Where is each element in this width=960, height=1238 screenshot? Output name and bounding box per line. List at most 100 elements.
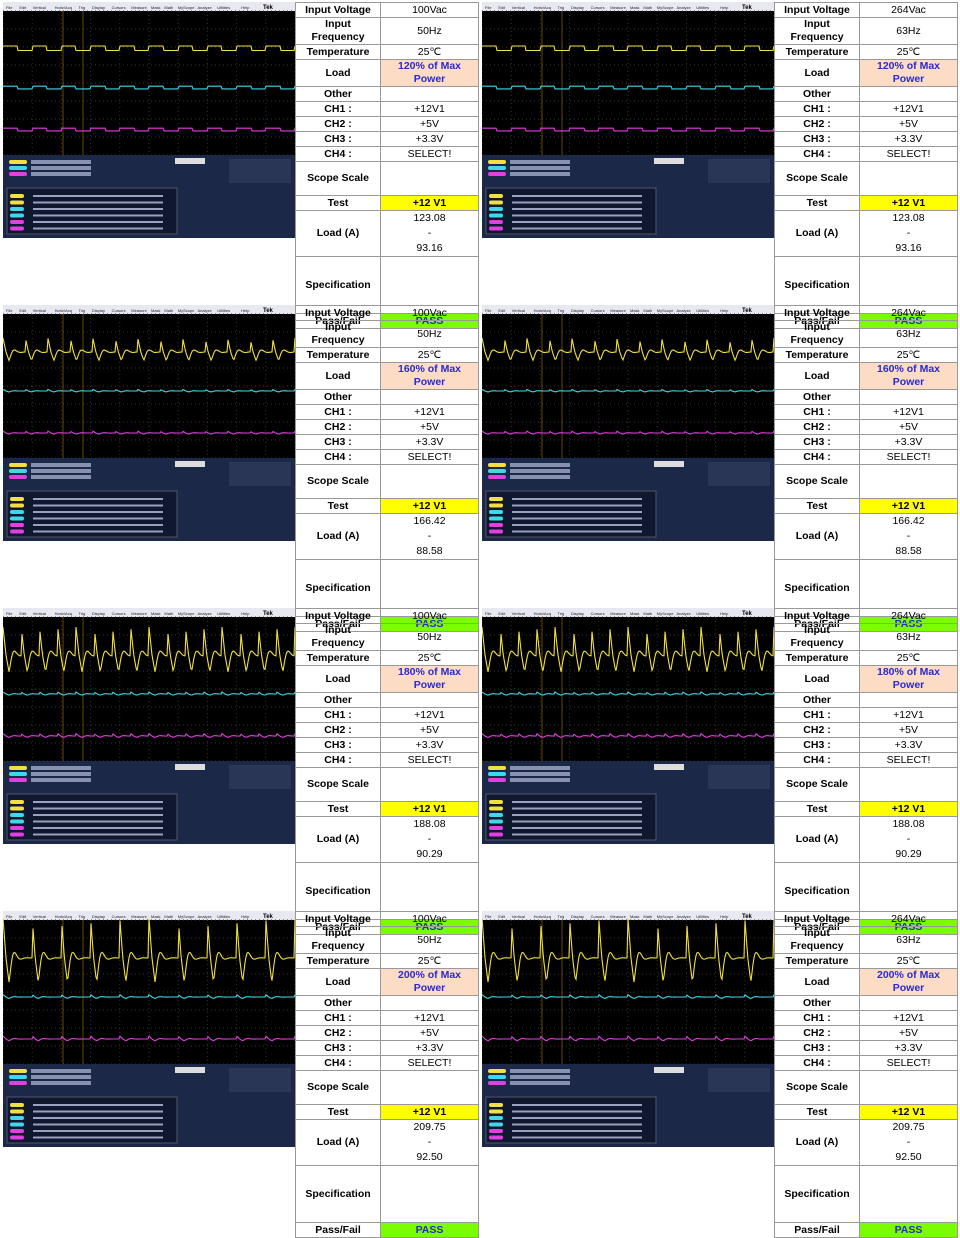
menu-item: File: [485, 5, 492, 10]
measure-table: [485, 793, 657, 841]
menu-item: Help: [720, 308, 729, 313]
info-strip: [31, 778, 91, 782]
waveform: [3, 45, 295, 52]
row-value: 63Hz: [859, 17, 958, 45]
row-value: [380, 464, 479, 499]
table-row: Input Frequency 63Hz: [774, 17, 958, 45]
row-label: Temperature: [295, 347, 381, 363]
waveform: [482, 993, 774, 999]
meas-badge: [489, 1129, 503, 1133]
row-value: +5V: [859, 1025, 958, 1041]
table-row: CH1 : +12V1: [774, 1010, 958, 1026]
timebase-box: [708, 765, 770, 789]
channel-badge: [9, 475, 27, 479]
spec-table: Input Voltage 264Vac Input Frequency 63Hz Te…: [774, 911, 958, 1238]
menu-item: Utilities: [217, 914, 230, 919]
info-strip: [510, 172, 570, 176]
table-row: CH2 : +5V: [295, 116, 479, 132]
row-value: SELECT!: [859, 146, 958, 162]
menu-item: Help: [720, 914, 729, 919]
table-row: Temperature 25℃: [774, 44, 958, 60]
row-value: [859, 86, 958, 102]
row-label: Specification: [295, 1165, 381, 1223]
menu-item: Measure: [131, 611, 147, 616]
menu-item: Math: [643, 5, 652, 10]
menu-item: Horiz/Acq: [534, 611, 551, 616]
table-row: Input Voltage 264Vac: [774, 911, 958, 927]
menu-item: Measure: [131, 308, 147, 313]
table-row: Load (A) 188.08 - 90.29: [774, 816, 958, 863]
menu-bar: [482, 2, 774, 11]
row-label: Specification: [774, 1165, 860, 1223]
row-value: PASS: [380, 1222, 479, 1238]
meas-values: [512, 1123, 642, 1126]
menu-item: Measure: [131, 5, 147, 10]
meas-values: [33, 1123, 163, 1126]
load-line: -: [906, 833, 911, 845]
meas-badge: [489, 1103, 503, 1107]
load-line: -: [427, 227, 432, 239]
row-label: Input Voltage: [774, 911, 860, 927]
menu-item: File: [6, 5, 13, 10]
row-label: CH4 :: [295, 449, 381, 465]
row-value: +3.3V: [859, 1040, 958, 1056]
table-row: Load (A) 166.42 - 88.58: [774, 513, 958, 560]
row-value: 123.08 - 93.16: [859, 210, 958, 257]
row-label: CH2 :: [295, 116, 381, 132]
meas-values: [33, 827, 163, 829]
waveform: [482, 45, 774, 52]
meas-values: [512, 1104, 642, 1106]
meas-badge: [10, 832, 24, 837]
load-line: 88.58: [416, 545, 443, 557]
row-value: 50Hz: [380, 926, 479, 954]
row-value: 100Vac: [380, 2, 479, 18]
info-strip: [31, 160, 91, 164]
row-label: CH1 :: [774, 404, 860, 420]
table-row: Other: [295, 389, 479, 405]
row-label: Other: [295, 995, 381, 1011]
load-line: 92.50: [416, 1151, 443, 1163]
row-value: +12 V1: [859, 801, 958, 817]
table-row: Temperature 25℃: [295, 44, 479, 60]
channel-badge: [488, 778, 506, 782]
menu-item: Trig: [79, 611, 86, 616]
menu-item: File: [6, 308, 13, 313]
row-label: CH3 :: [774, 131, 860, 147]
row-value: +12 V1: [380, 1104, 479, 1120]
menu-item: Cursors: [112, 914, 126, 919]
menu-item: Mask: [151, 611, 161, 616]
table-row: Other: [295, 692, 479, 708]
menu-item: Vertical: [512, 914, 525, 919]
meas-badge: [10, 213, 24, 218]
waveform: [482, 626, 774, 673]
row-label: Load: [295, 362, 381, 390]
row-label: Other: [295, 86, 381, 102]
info-strip: [510, 475, 570, 479]
channel-badge: [9, 166, 27, 170]
row-value: [380, 1070, 479, 1105]
meas-values: [33, 1104, 163, 1106]
menu-item: File: [6, 914, 13, 919]
measure-table: [6, 793, 178, 841]
menu-item: MyScope: [657, 308, 674, 313]
menu-item: Analyze: [198, 5, 213, 10]
row-value: [859, 389, 958, 405]
meas-values: [512, 807, 642, 810]
row-label: Load: [774, 968, 860, 996]
row-value: 264Vac: [859, 608, 958, 624]
table-row: Load 200% of Max Power: [774, 968, 958, 996]
row-value: 160% of Max Power: [859, 362, 958, 390]
table-row: CH2 : +5V: [295, 1025, 479, 1041]
row-label: CH1 :: [774, 101, 860, 117]
table-row: CH2 : +5V: [774, 1025, 958, 1041]
menu-item: Mask: [151, 308, 161, 313]
meas-values: [512, 201, 642, 204]
meas-badge: [10, 1109, 24, 1114]
menu-item: Math: [164, 5, 173, 10]
row-label: CH2 :: [774, 722, 860, 738]
table-row: Test +12 V1: [295, 801, 479, 817]
row-label: Scope Scale: [774, 464, 860, 499]
menu-item: MyScope: [178, 5, 195, 10]
menu-item: Analyze: [677, 914, 692, 919]
